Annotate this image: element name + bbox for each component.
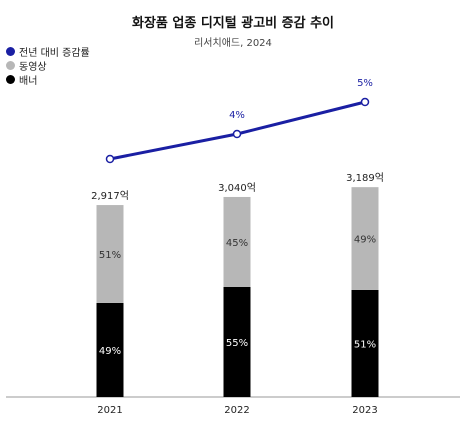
bar-banner-2021: [96, 302, 124, 397]
legend-item-growth: 전년 대비 증감률: [6, 44, 90, 59]
x-tick-label-2021: 2021: [97, 405, 122, 416]
legend-swatch-video: [6, 60, 15, 70]
bar-banner-2022: [223, 286, 251, 397]
line-point-2022: [232, 129, 242, 139]
legend-label-growth: 전년 대비 증감률: [19, 47, 90, 59]
data-label-banner-2023: 51%: [354, 339, 376, 350]
data-label-video-2023: 49%: [354, 235, 376, 246]
data-label-banner-2021: 49%: [99, 346, 121, 357]
legend-swatch-banner: [6, 74, 15, 84]
total-label-2023: 3,189억: [346, 172, 384, 184]
line-label-2022: 4%: [229, 110, 245, 121]
bar-video-2023: [351, 187, 379, 290]
legend: 전년 대비 증감률 동영상 배너: [6, 44, 90, 87]
x-tick-label-2022: 2022: [224, 405, 249, 416]
bar-banner-2023: [351, 289, 379, 397]
data-label-video-2021: 51%: [99, 250, 121, 261]
chart-title: 화장품 업종 디지털 광고비 증감 추이: [131, 16, 335, 31]
line-point-2023: [360, 97, 370, 107]
legend-label-video: 동영상: [19, 61, 47, 73]
line-point-2021: [105, 154, 115, 164]
legend-swatch-growth: [6, 46, 15, 56]
legend-label-banner: 배너: [19, 75, 38, 87]
chart-subtitle: 리서치애드, 2024: [194, 38, 272, 49]
total-label-2021: 2,917억: [91, 190, 129, 202]
bar-video-2021: [96, 205, 124, 303]
legend-item-banner: 배너: [6, 72, 90, 87]
x-tick-label-2023: 2023: [352, 405, 377, 416]
data-label-video-2022: 45%: [226, 238, 248, 249]
data-label-banner-2022: 55%: [226, 338, 248, 349]
total-label-2022: 3,040억: [218, 182, 256, 194]
line-label-2023: 5%: [357, 78, 373, 89]
bar-video-2022: [223, 196, 251, 287]
legend-item-video: 동영상: [6, 58, 90, 73]
